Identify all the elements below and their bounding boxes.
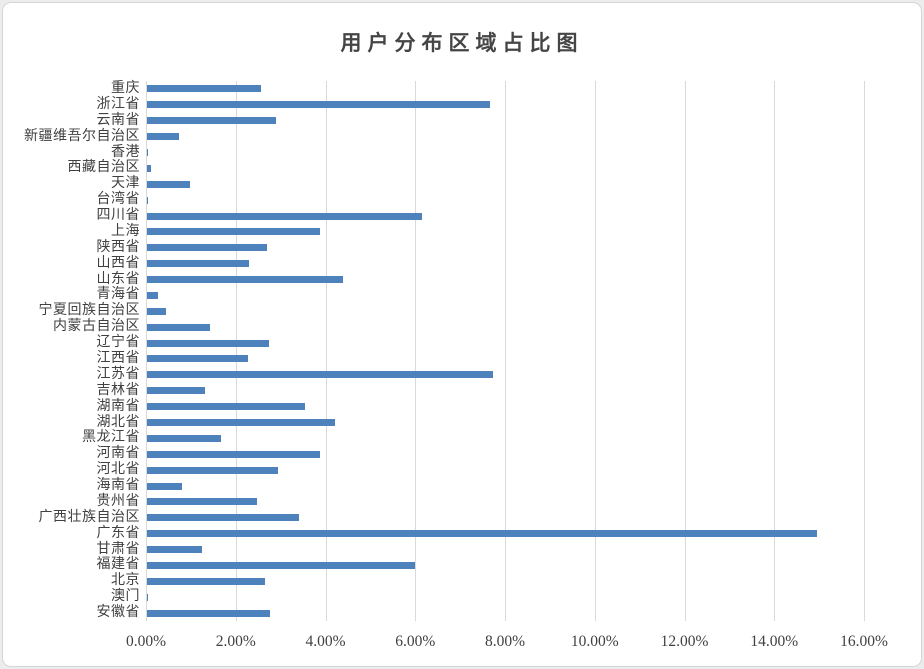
- gridline: [684, 81, 686, 621]
- category-label: 台湾省: [96, 192, 140, 208]
- category-label: 北京: [111, 573, 140, 589]
- x-axis-tick-label: 2.00%: [215, 633, 256, 650]
- gridline: [325, 81, 327, 621]
- bar: [147, 101, 491, 109]
- category-label: 湖南省: [96, 398, 140, 414]
- category-label: 辽宁省: [96, 335, 140, 351]
- category-label: 江西省: [96, 351, 140, 366]
- category-label: 重庆: [111, 81, 140, 96]
- bar: [147, 339, 270, 347]
- category-label: 澳门: [111, 589, 140, 605]
- x-axis-tick-label: 8.00%: [484, 633, 526, 650]
- bar: [147, 307, 166, 315]
- bar: [147, 387, 206, 395]
- category-label: 广西壮族自治区: [38, 509, 140, 525]
- x-axis-tick-label: 14.00%: [750, 633, 799, 650]
- bar: [147, 212, 422, 220]
- category-label: 内蒙古自治区: [53, 319, 140, 335]
- x-axis-tick-label: 0.00%: [125, 633, 167, 650]
- bar: [147, 561, 415, 569]
- category-label: 吉林省: [96, 382, 140, 398]
- category-label: 安徽省: [96, 605, 140, 621]
- bar: [147, 530, 817, 538]
- gridline: [235, 81, 237, 621]
- category-label: 浙江省: [96, 96, 140, 112]
- category-label: 河南省: [96, 446, 140, 462]
- bar: [147, 403, 305, 411]
- category-label: 江苏省: [96, 366, 140, 382]
- bar: [147, 418, 336, 426]
- category-label: 山东省: [96, 271, 140, 287]
- bar: [147, 276, 344, 284]
- category-label: 海南省: [96, 478, 140, 494]
- bar: [147, 514, 300, 522]
- bar: [147, 228, 321, 236]
- bar: [147, 371, 494, 379]
- category-label: 贵州省: [96, 493, 140, 509]
- x-axis-tick-label: 12.00%: [660, 633, 709, 650]
- category-label: 陕西省: [96, 239, 140, 255]
- category-label: 云南省: [96, 112, 140, 128]
- plot-area: 重庆 浙江省 云南省 新疆维吾尔自治区 香港 西藏自治区 天津 台湾省 四川省 上海 陕西省 山西省山…: [3, 3, 921, 666]
- bar: [147, 546, 203, 554]
- y-axis-line: [146, 81, 147, 621]
- x-axis-tick-label: 6.00%: [395, 633, 436, 650]
- bar: [147, 355, 248, 363]
- chart-title: 用户分布区域占比图: [340, 32, 584, 55]
- bar: [147, 609, 270, 617]
- gridline: [415, 81, 417, 621]
- category-label: 天津: [111, 176, 140, 192]
- bar: [147, 291, 159, 299]
- bar: [147, 323, 210, 331]
- category-label: 湖北省: [96, 414, 140, 430]
- bar: [147, 180, 191, 188]
- gridline: [594, 81, 596, 621]
- category-label: 山西省: [96, 255, 140, 271]
- bar: [147, 498, 258, 506]
- category-label: 四川省: [96, 208, 140, 224]
- category-label: 黑龙江省: [82, 430, 140, 446]
- bar: [147, 148, 149, 156]
- category-label: 河北省: [96, 462, 140, 478]
- gridline: [774, 81, 776, 621]
- bar: [147, 133, 179, 141]
- bar: [147, 260, 250, 268]
- bar: [147, 164, 151, 172]
- category-label: 甘肃省: [96, 541, 140, 557]
- x-axis-tick-label: 10.00%: [570, 633, 619, 650]
- x-axis-tick-label: 16.00%: [840, 633, 888, 650]
- x-axis-tick-label: 4.00%: [305, 633, 346, 650]
- gridline: [505, 81, 506, 621]
- bar: [147, 434, 222, 442]
- category-label: 西藏自治区: [67, 160, 140, 176]
- category-label: 上海: [111, 223, 140, 239]
- category-label: 广东省: [96, 525, 140, 541]
- bar: [147, 85, 262, 93]
- bar: [147, 482, 182, 490]
- category-label: 香港: [111, 144, 140, 160]
- bar: [147, 577, 266, 585]
- bar: [147, 466, 279, 474]
- category-label: 宁夏回族自治区: [38, 303, 140, 319]
- gridline: [864, 81, 865, 621]
- category-label: 青海省: [96, 287, 140, 303]
- bar: [147, 450, 320, 458]
- bar: [147, 117, 276, 125]
- category-label: 新疆维吾尔自治区: [24, 128, 140, 144]
- bar: [147, 244, 267, 252]
- category-label: 福建省: [96, 557, 140, 573]
